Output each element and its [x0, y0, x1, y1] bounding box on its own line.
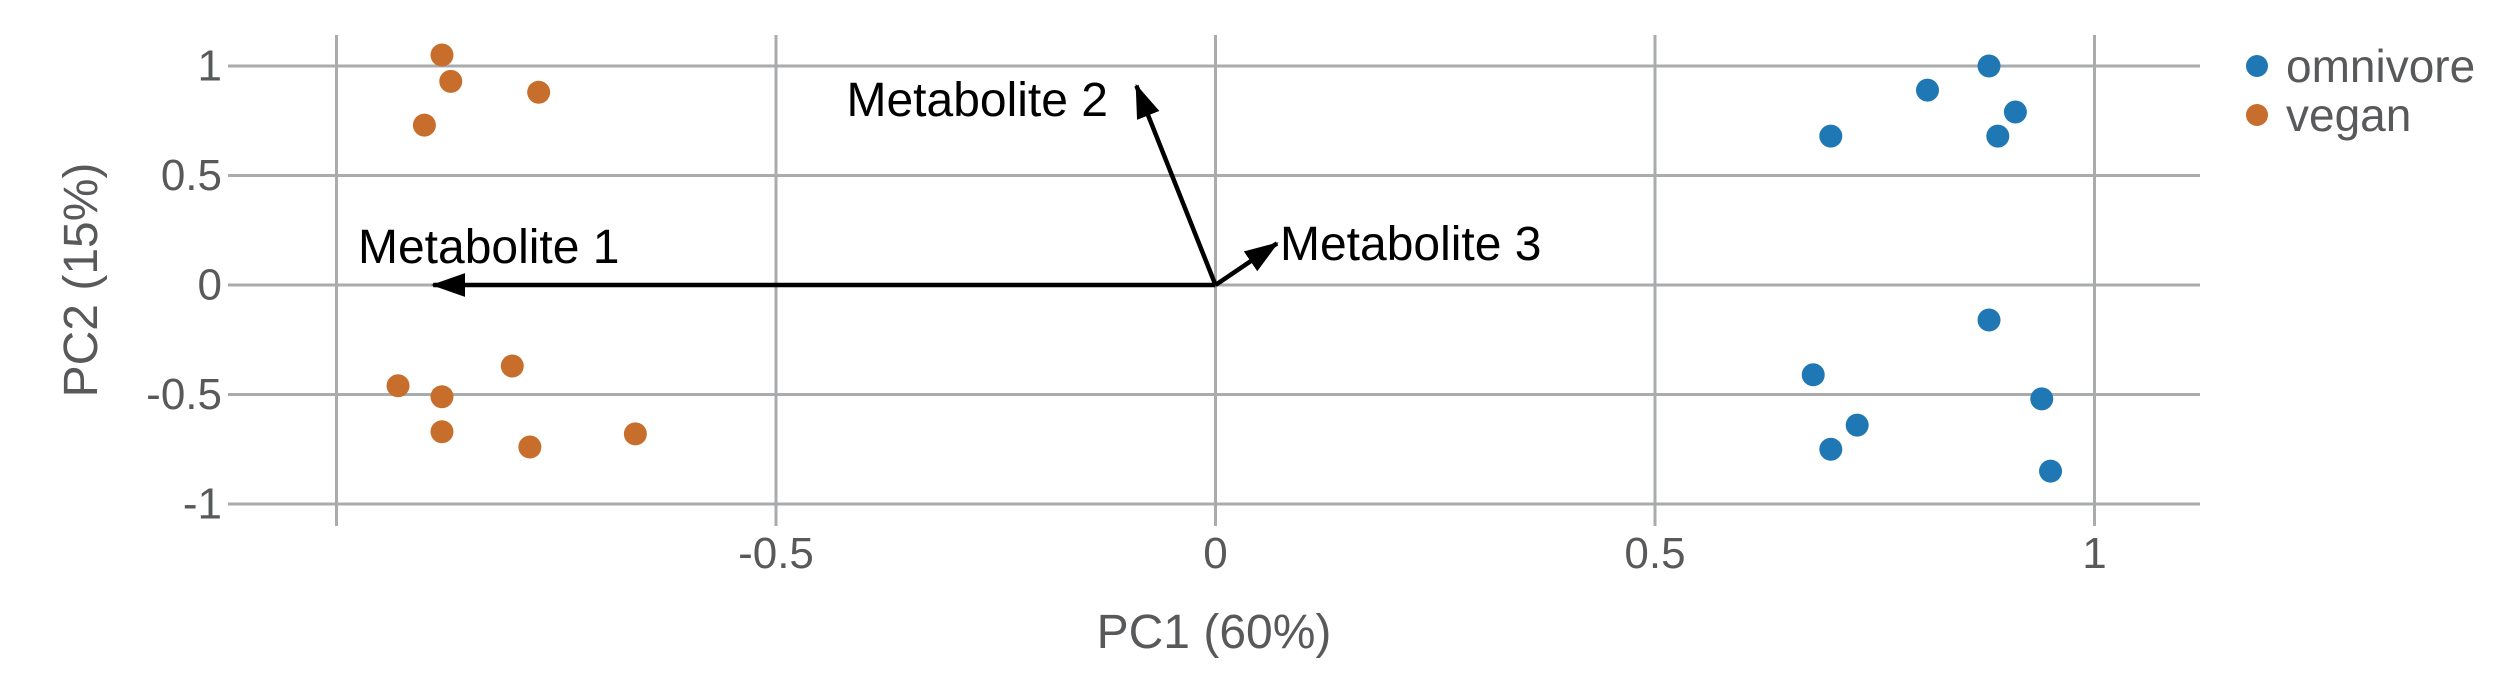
x-tick-label: 0.5	[1624, 529, 1685, 578]
data-point-vegan	[430, 43, 454, 67]
loading-label: Metabolite 2	[847, 74, 1109, 127]
data-point-vegan	[430, 420, 454, 444]
data-point-omnivore	[1845, 413, 1869, 437]
data-point-omnivore	[1819, 124, 1843, 148]
data-point-omnivore	[1915, 78, 1939, 102]
y-tick-label: -1	[183, 480, 222, 529]
data-point-vegan	[439, 69, 463, 93]
series-omnivore	[1801, 54, 2063, 483]
series-vegan	[386, 43, 647, 459]
legend-marker-omnivore	[2246, 55, 2268, 77]
data-point-omnivore	[1977, 54, 2001, 78]
x-tick-label: -0.5	[738, 529, 814, 578]
x-tick-label: 1	[2082, 529, 2106, 578]
y-tick-label: -0.5	[146, 370, 222, 419]
y-axis-title: PC2 (15%)	[55, 163, 108, 398]
data-point-omnivore	[1977, 308, 2001, 332]
pca-biplot-figure: -0.5 0 0.5 1 1 0.5 0 -0.5 -1 PC1 (60%) PC2 (15%) Me…	[40, 16, 2500, 658]
chart-canvas: -0.5 0 0.5 1 1 0.5 0 -0.5 -1 PC1 (60%) PC2 (15%) Me…	[55, 35, 2475, 658]
data-point-vegan	[430, 385, 454, 409]
data-point-omnivore	[1986, 124, 2010, 148]
data-point-vegan	[518, 435, 542, 459]
x-tick-label: 0	[1203, 529, 1227, 578]
data-point-omnivore	[1801, 363, 1825, 387]
data-point-omnivore	[2030, 387, 2054, 411]
legend-label-vegan: vegan	[2286, 89, 2411, 141]
data-point-omnivore	[2039, 459, 2063, 483]
y-tick-label: 0	[198, 261, 222, 310]
data-point-vegan	[623, 422, 647, 446]
loading-arrow	[1134, 83, 1218, 286]
legend-label-omnivore: omnivore	[2286, 40, 2475, 92]
gridlines	[228, 35, 2200, 526]
data-point-omnivore	[1819, 437, 1843, 461]
data-point-vegan	[500, 354, 524, 378]
loading-label: Metabolite 3	[1280, 218, 1542, 271]
data-point-vegan	[386, 374, 410, 398]
x-axis-title: PC1 (60%)	[1097, 606, 1332, 658]
loading-label: Metabolite 1	[358, 221, 620, 274]
legend-marker-vegan	[2246, 104, 2268, 126]
data-point-vegan	[412, 113, 436, 137]
y-tick-label: 1	[198, 42, 222, 91]
loading-arrow	[1214, 241, 1279, 287]
data-point-vegan	[527, 80, 551, 104]
data-point-omnivore	[2003, 100, 2027, 124]
y-tick-label: 0.5	[161, 151, 222, 200]
